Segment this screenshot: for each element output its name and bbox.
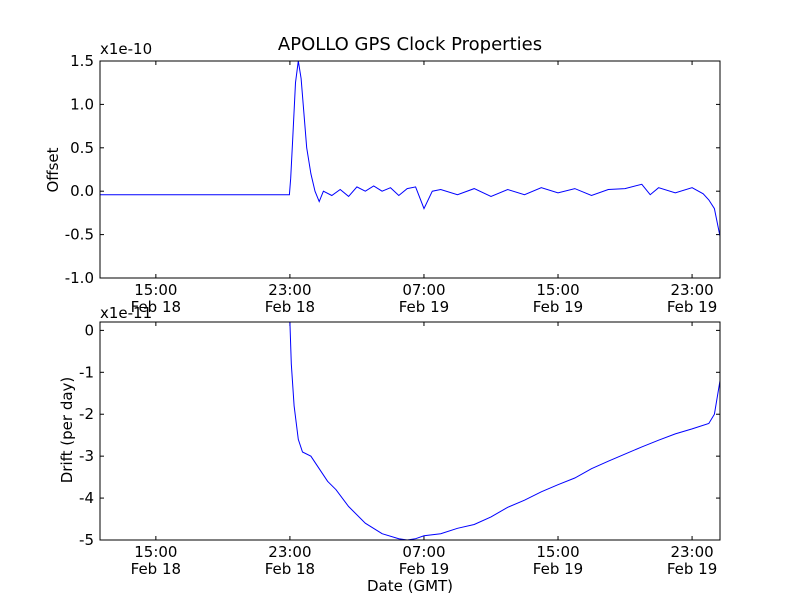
drift-x-tick-time: 07:00: [402, 543, 445, 561]
offset-y-tick-label: 1.0: [70, 95, 94, 113]
offset-x-tick-time: 15:00: [536, 281, 579, 299]
drift-plot-frame: [99, 321, 721, 541]
drift-x-tick-date: Feb 18: [265, 560, 315, 578]
offset-x-tick-time: 15:00: [134, 281, 177, 299]
drift-y-tick-label: -3: [79, 447, 94, 465]
offset-y-tick-label: -0.5: [65, 226, 94, 244]
offset-series-line: [100, 60, 721, 237]
drift-panel: x1e-11 Drift (per day) Date (GMT) 15:00F…: [58, 304, 721, 595]
drift-y-tick-label: -5: [79, 531, 94, 549]
drift-x-tick-time: 23:00: [670, 543, 713, 561]
offset-x-tick-date: Feb 18: [265, 298, 315, 316]
offset-y-tick-label: -1.0: [65, 269, 94, 287]
offset-panel: APOLLO GPS Clock Properties x1e-10 Offse…: [44, 34, 721, 316]
drift-y-axis-label: Drift (per day): [58, 377, 76, 484]
offset-y-axis-label: Offset: [44, 147, 62, 192]
drift-scale-label: x1e-11: [100, 304, 152, 322]
offset-x-tick-date: Feb 19: [533, 298, 583, 316]
chart-title: APOLLO GPS Clock Properties: [278, 34, 542, 55]
offset-y-tick-label: 1.5: [70, 52, 94, 70]
offset-y-tick-label: 0.0: [70, 182, 94, 200]
offset-x-tick-time: 07:00: [402, 281, 445, 299]
drift-x-tick-time: 23:00: [268, 543, 311, 561]
drift-y-tick-label: -4: [79, 489, 94, 507]
drift-x-tick-time: 15:00: [134, 543, 177, 561]
offset-scale-label: x1e-10: [100, 40, 152, 58]
offset-plot-frame: [99, 60, 721, 279]
drift-series-line: [100, 321, 721, 541]
offset-x-tick-time: 23:00: [268, 281, 311, 299]
drift-y-tick-label: -2: [79, 405, 94, 423]
offset-x-tick-date: Feb 19: [399, 298, 449, 316]
drift-x-tick-date: Feb 19: [533, 560, 583, 578]
offset-x-tick-time: 23:00: [670, 281, 713, 299]
drift-x-axis-label: Date (GMT): [367, 577, 453, 595]
offset-x-tick-date: Feb 18: [131, 298, 181, 316]
drift-y-tick-label: -1: [79, 363, 94, 381]
offset-x-tick-date: Feb 19: [667, 298, 717, 316]
offset-y-tick-label: 0.5: [70, 139, 94, 157]
drift-y-tick-label: 0: [84, 321, 94, 339]
drift-x-tick-date: Feb 19: [399, 560, 449, 578]
drift-x-tick-time: 15:00: [536, 543, 579, 561]
drift-x-tick-date: Feb 18: [131, 560, 181, 578]
drift-x-tick-date: Feb 19: [667, 560, 717, 578]
